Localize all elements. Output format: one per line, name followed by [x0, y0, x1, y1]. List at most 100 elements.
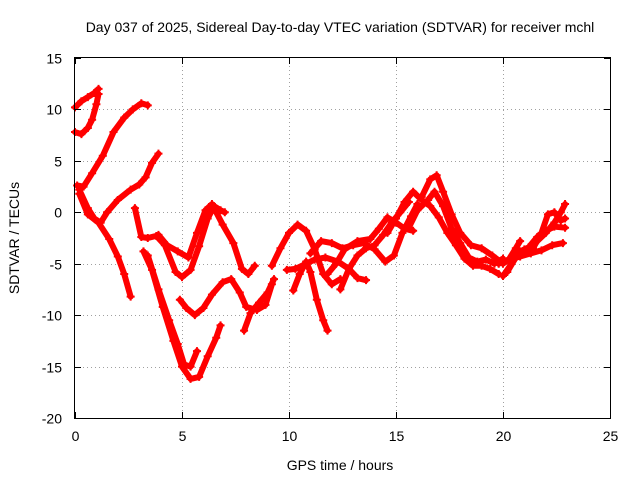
x-tick-label: 10 — [282, 428, 298, 444]
data-point — [404, 223, 413, 232]
data-point — [88, 169, 97, 178]
data-point — [207, 290, 216, 299]
y-axis-title: SDTVAR / TECUs — [6, 182, 22, 294]
data-point — [186, 265, 195, 274]
data-point — [306, 267, 315, 276]
data-point — [494, 259, 503, 268]
data-point — [195, 372, 204, 381]
data-point — [426, 175, 435, 184]
data-point — [443, 228, 452, 237]
data-point — [289, 286, 298, 295]
data-point — [439, 187, 448, 196]
data-point — [302, 257, 311, 266]
data-point — [511, 244, 520, 253]
data-point — [466, 241, 475, 250]
data-point — [400, 198, 409, 206]
data-point — [201, 206, 210, 215]
data-point — [218, 278, 227, 287]
data-point — [229, 239, 238, 248]
data-point — [488, 251, 497, 260]
data-point — [178, 273, 186, 282]
data-point — [561, 214, 570, 223]
data-point — [362, 244, 371, 253]
data-point — [413, 206, 422, 215]
data-point — [173, 339, 182, 348]
data-point — [143, 234, 152, 242]
data-point — [362, 276, 371, 285]
data-point — [154, 230, 163, 239]
data-point — [561, 223, 570, 232]
data-point — [503, 267, 512, 276]
data-point — [327, 239, 336, 248]
data-point — [561, 200, 570, 209]
data-point — [192, 347, 201, 356]
data-point — [381, 257, 390, 266]
data-point — [366, 235, 375, 244]
data-point — [383, 228, 392, 237]
data-point — [94, 90, 103, 98]
x-tick-labels: 0 5 10 15 20 25 — [72, 428, 619, 444]
data-point — [184, 253, 193, 262]
data-point — [77, 130, 86, 139]
data-point — [336, 285, 345, 294]
data-point — [516, 237, 525, 246]
x-tick-label: 25 — [603, 428, 619, 444]
data-point — [409, 187, 418, 196]
data-point — [558, 239, 567, 248]
data-point — [195, 242, 204, 251]
data-point — [424, 195, 433, 204]
x-tick-label: 5 — [179, 428, 187, 444]
data-point — [139, 247, 148, 256]
data-point — [353, 274, 362, 283]
data-point — [237, 264, 246, 273]
data-point — [92, 100, 101, 109]
data-point — [511, 253, 520, 262]
x-tick-label: 20 — [496, 428, 512, 444]
data-point — [143, 101, 152, 110]
data-point — [499, 272, 507, 281]
data-point — [543, 210, 552, 219]
data-point — [520, 249, 529, 258]
data-point — [332, 259, 341, 268]
data-point — [235, 288, 244, 297]
data-point — [344, 264, 353, 273]
data-point — [556, 208, 565, 217]
data-point — [447, 224, 456, 233]
data-point — [323, 326, 332, 335]
data-point — [282, 265, 291, 274]
data-point — [83, 123, 92, 132]
data-point — [486, 264, 495, 273]
data-point — [246, 309, 255, 318]
data-point — [130, 204, 139, 213]
data-point — [409, 226, 418, 235]
data-point — [541, 228, 550, 237]
series-arc-17 — [324, 214, 417, 277]
data-point — [77, 97, 86, 106]
data-point — [216, 321, 225, 330]
data-point — [285, 228, 293, 237]
plot-frame — [74, 57, 611, 419]
data-point — [173, 247, 182, 256]
x-axis-title: GPS time / hours — [287, 457, 394, 473]
data-point — [477, 244, 486, 253]
data-point — [319, 316, 328, 325]
data-point — [531, 239, 540, 248]
data-point — [126, 185, 135, 194]
data-point — [430, 187, 439, 196]
data-point — [227, 275, 236, 284]
data-point — [212, 333, 221, 342]
data-point — [220, 208, 229, 217]
data-point — [165, 316, 174, 325]
y-tick-label: -10 — [42, 308, 62, 324]
data-point — [321, 253, 330, 262]
data-point — [109, 128, 118, 137]
data-point — [199, 303, 208, 312]
data-point — [171, 267, 180, 276]
x-tick-label: 15 — [389, 428, 405, 444]
data-point — [190, 311, 199, 320]
data-point — [88, 115, 97, 124]
data-point — [317, 237, 326, 246]
y-tick-label: -15 — [42, 360, 62, 376]
data-point — [327, 280, 336, 289]
data-point — [250, 261, 259, 270]
